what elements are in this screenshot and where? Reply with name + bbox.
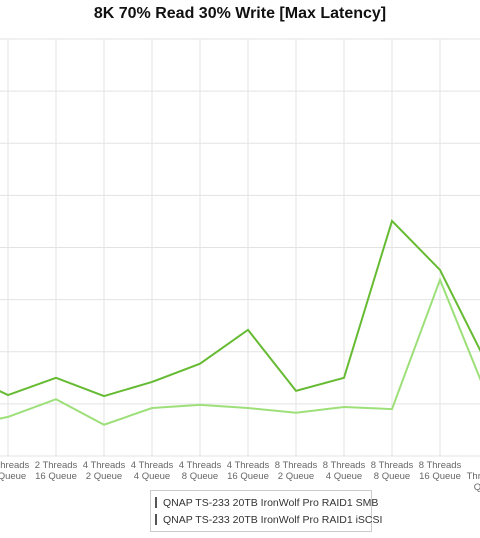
chart-title: 8K 70% Read 30% Write [Max Latency] [94,5,386,22]
x-tick-label: 8 Threads 4 Queue [322,460,366,482]
x-tick-label: 16 Threads 2 Queue [466,471,480,493]
x-tick-label: 8 Threads 16 Queue [418,460,462,482]
legend-entry: QNAP TS-233 20TB IronWolf Pro RAID1 iSCS… [155,511,382,528]
legend-swatch [155,497,157,508]
x-tick-label: 2 Threads 8 Queue [0,460,30,482]
legend-entry: QNAP TS-233 20TB IronWolf Pro RAID1 SMB [155,494,378,511]
legend-label: QNAP TS-233 20TB IronWolf Pro RAID1 SMB [163,496,379,509]
series-line [0,277,480,426]
x-tick-label: 8 Threads 8 Queue [370,460,414,482]
x-tick-label: 4 Threads 4 Queue [130,460,174,482]
legend-label: QNAP TS-233 20TB IronWolf Pro RAID1 iSCS… [163,513,383,526]
x-tick-label: 4 Threads 8 Queue [178,460,222,482]
x-tick-label: 4 Threads 16 Queue [226,460,270,482]
series-line [0,219,480,398]
x-tick-label: 8 Threads 2 Queue [274,460,318,482]
x-tick-label: 2 Threads 16 Queue [34,460,78,482]
legend-swatch [155,514,157,525]
x-tick-label: 4 Threads 2 Queue [82,460,126,482]
legend: QNAP TS-233 20TB IronWolf Pro RAID1 SMB Q… [150,490,382,532]
